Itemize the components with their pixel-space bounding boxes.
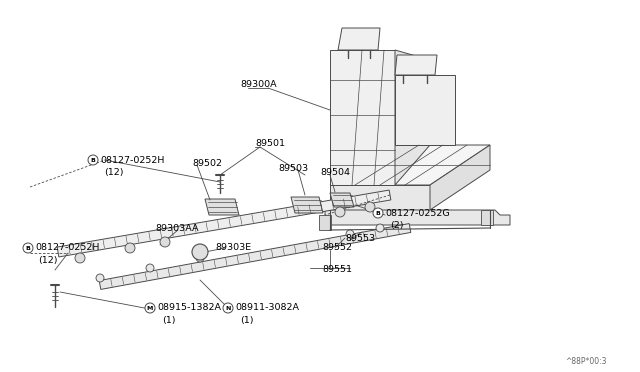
Polygon shape (330, 185, 430, 210)
Text: 08915-1382A: 08915-1382A (157, 304, 221, 312)
Text: 89303AA: 89303AA (155, 224, 198, 232)
Circle shape (346, 230, 354, 238)
Polygon shape (57, 190, 391, 257)
Polygon shape (430, 145, 490, 210)
Text: 08127-0252H: 08127-0252H (35, 244, 99, 253)
Text: 89303E: 89303E (215, 243, 251, 251)
Text: (12): (12) (38, 256, 58, 264)
Text: 89504: 89504 (320, 167, 350, 176)
Text: 89502: 89502 (192, 158, 222, 167)
Circle shape (160, 237, 170, 247)
Circle shape (192, 244, 208, 260)
Text: 08911-3082A: 08911-3082A (235, 304, 299, 312)
Text: (1): (1) (162, 315, 175, 324)
Circle shape (125, 243, 135, 253)
Polygon shape (395, 75, 455, 145)
Text: B: B (26, 246, 31, 250)
Text: (12): (12) (104, 167, 124, 176)
Circle shape (223, 303, 233, 313)
Circle shape (146, 264, 154, 272)
Text: (2): (2) (390, 221, 403, 230)
Text: 89503: 89503 (278, 164, 308, 173)
Polygon shape (395, 50, 430, 185)
Text: 89551: 89551 (322, 266, 352, 275)
Polygon shape (291, 197, 323, 213)
Text: 89552: 89552 (322, 244, 352, 253)
Polygon shape (338, 28, 380, 50)
Polygon shape (325, 210, 510, 225)
Circle shape (23, 243, 33, 253)
Circle shape (373, 208, 383, 218)
Circle shape (335, 207, 345, 217)
Text: N: N (225, 305, 230, 311)
Polygon shape (330, 193, 354, 207)
Polygon shape (319, 215, 331, 230)
Circle shape (75, 253, 85, 263)
Text: M: M (147, 305, 153, 311)
Text: 08127-0252H: 08127-0252H (100, 155, 164, 164)
Text: 89501: 89501 (255, 138, 285, 148)
Polygon shape (99, 224, 411, 289)
Text: 89553: 89553 (345, 234, 375, 243)
Polygon shape (481, 210, 493, 225)
Text: ^88P*00:3: ^88P*00:3 (565, 357, 607, 366)
Polygon shape (395, 55, 437, 75)
Polygon shape (205, 199, 239, 215)
Text: (1): (1) (240, 315, 253, 324)
Circle shape (145, 303, 155, 313)
Polygon shape (330, 50, 395, 185)
Circle shape (376, 224, 384, 232)
Circle shape (88, 155, 98, 165)
Text: 08127-0252G: 08127-0252G (385, 208, 450, 218)
Text: 89300A: 89300A (240, 80, 276, 89)
Text: B: B (376, 211, 380, 215)
Polygon shape (330, 145, 490, 185)
Circle shape (365, 202, 375, 212)
Circle shape (96, 274, 104, 282)
Text: B: B (91, 157, 95, 163)
Circle shape (196, 254, 204, 262)
